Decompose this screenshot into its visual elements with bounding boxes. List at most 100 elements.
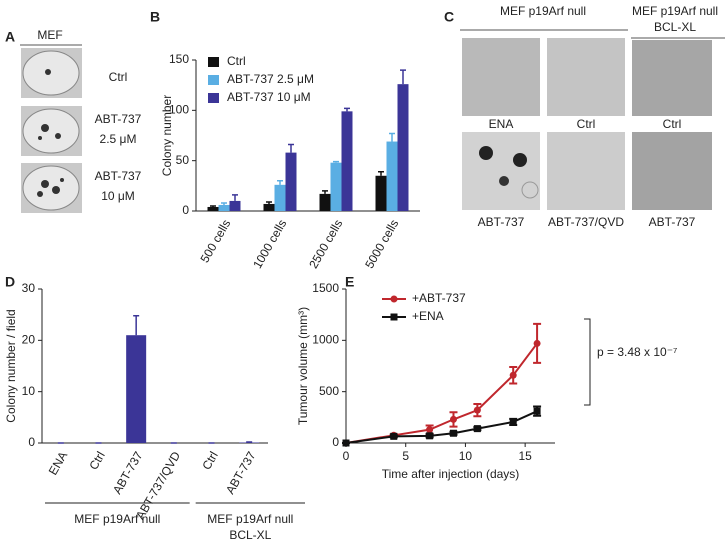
bar [207, 206, 219, 211]
series-line [345, 342, 538, 444]
y-tick-label: 1500 [312, 281, 339, 295]
error-bar [210, 205, 216, 207]
x-tick-label: ENA [46, 449, 70, 477]
legend-label: Ctrl [227, 54, 246, 68]
y-tick-label: 20 [22, 333, 36, 347]
x-tick-label: 5 [402, 449, 409, 463]
field-photo [547, 132, 625, 210]
legend-label: +ABT-737 [412, 291, 466, 305]
dish [22, 50, 80, 96]
data-point [449, 415, 457, 423]
panel-letter: A [5, 29, 15, 45]
bar [229, 200, 241, 211]
dish [22, 165, 80, 211]
x-tick-label: 500 cells [198, 217, 234, 265]
colony [499, 176, 509, 186]
legend-label: ABT-737 10 μM [227, 90, 311, 104]
data-point [533, 407, 541, 415]
dish-images [21, 48, 82, 213]
data-point [426, 426, 434, 434]
group-label: MEF p19Arf null [207, 512, 293, 526]
legend-label: +ENA [412, 309, 444, 323]
group-label: BCL-XL [654, 20, 696, 34]
panel-letter: B [150, 9, 160, 25]
field-images [462, 38, 712, 210]
legend-swatch [208, 75, 219, 85]
data-point [509, 371, 517, 379]
field-photo [462, 38, 540, 116]
colony [45, 69, 51, 75]
error-bar [378, 170, 384, 176]
colony [513, 153, 527, 167]
error-bar [400, 69, 406, 85]
legend-swatch [208, 93, 219, 103]
panel-header: MEF [37, 28, 62, 42]
error-bar [277, 180, 283, 185]
group-label: MEF p19Arf null [74, 512, 160, 526]
x-tick-label: ABT-737 [223, 449, 259, 497]
x-tick-label: Ctrl [86, 449, 107, 472]
data-point [473, 406, 481, 414]
bar [263, 203, 275, 211]
field-label: ABT-737 [649, 215, 696, 229]
group-label: MEF p19Arf null [500, 4, 586, 18]
dish-label: ABT-737 [95, 112, 142, 126]
bar [126, 335, 147, 443]
y-tick-label: 500 [319, 384, 339, 398]
error-bar [133, 314, 140, 336]
colony [41, 124, 49, 132]
data-point [390, 432, 398, 440]
x-tick-label: Ctrl [199, 449, 220, 472]
data-point [342, 439, 350, 447]
y-tick-label: 150 [169, 52, 189, 66]
error-bar [389, 132, 395, 142]
field-label: ENA [489, 117, 514, 131]
error-bar [232, 194, 238, 201]
error-bar [266, 201, 272, 204]
dish-label: 2.5 μM [100, 132, 137, 146]
bar [341, 111, 353, 211]
y-tick-label: 0 [28, 435, 35, 449]
data-point [473, 425, 481, 433]
y-tick-label: 30 [22, 281, 36, 295]
field-label: Ctrl [577, 117, 596, 131]
error-bar [322, 190, 328, 194]
x-tick-label: 0 [343, 449, 350, 463]
group-label: BCL-XL [229, 528, 271, 542]
x-tick-label: 2500 cells [306, 217, 345, 271]
y-axis-label: Colony number [160, 95, 174, 176]
colony [37, 191, 43, 197]
colony [38, 136, 42, 140]
panel-letter: D [5, 274, 15, 290]
panel-letter: C [444, 9, 454, 25]
y-tick-label: 0 [182, 203, 189, 217]
legend-marker [390, 295, 398, 303]
bar [319, 193, 331, 211]
dish-label: ABT-737 [95, 169, 142, 183]
data-point [509, 418, 517, 426]
field-photo [632, 40, 712, 116]
bar [285, 152, 297, 211]
y-axis-label: Colony number / field [4, 309, 18, 422]
legend-label: ABT-737 2.5 μM [227, 72, 314, 86]
error-bar [344, 107, 350, 112]
y-tick-label: 0 [332, 435, 339, 449]
bar [375, 175, 387, 211]
field-photo [632, 132, 712, 210]
x-tick-label: 1000 cells [250, 217, 289, 271]
bar [397, 84, 409, 211]
x-tick-label: ABT-737 [110, 449, 146, 497]
legend-marker [390, 313, 398, 321]
x-axis-label: Time after injection (days) [382, 467, 520, 481]
error-bar [333, 160, 339, 163]
bar [386, 141, 398, 211]
bar [218, 204, 230, 211]
data-point [533, 339, 541, 347]
series-line [345, 410, 538, 444]
significance-bracket [584, 318, 591, 406]
bar [274, 184, 286, 211]
panel-letter: E [345, 274, 354, 290]
dish-label: Ctrl [109, 70, 128, 84]
dish [22, 108, 80, 154]
